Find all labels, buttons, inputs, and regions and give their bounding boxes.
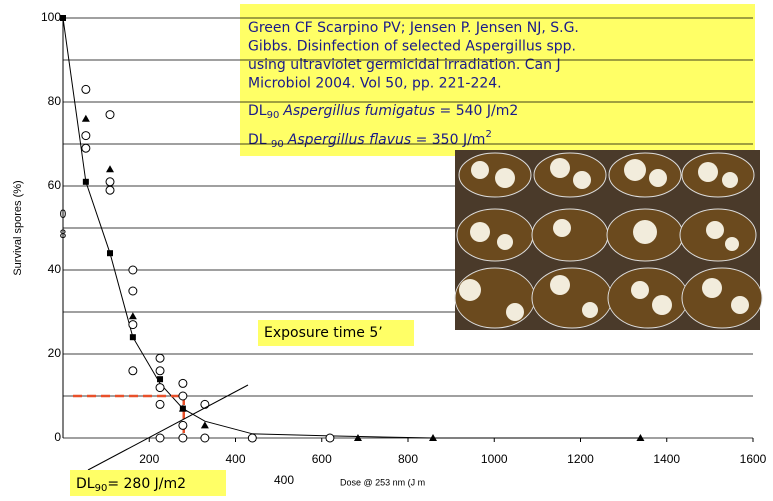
x-tick-label: 1600 xyxy=(740,452,767,466)
citation-line: Gibbs. Disinfection of selected Aspergil… xyxy=(248,39,576,55)
circle-point xyxy=(156,434,164,442)
x-axis-label: Dose @ 253 nm (J m xyxy=(340,477,425,487)
dl-value: = 350 J/m xyxy=(411,132,485,148)
circle-point xyxy=(179,421,187,429)
x-tick-label: 400 xyxy=(225,452,245,466)
chart: Green CF Scarpino PV; Jensen P. Jensen N… xyxy=(0,0,773,496)
x-tick-label: 1400 xyxy=(653,452,680,466)
dl-value: = 280 J/m2 xyxy=(107,476,186,492)
triangle-point xyxy=(129,312,137,319)
x-tick-label: 800 xyxy=(398,452,418,466)
petri-photo xyxy=(455,150,762,330)
species: Aspergillus fumigatus xyxy=(282,103,435,119)
dl-sub: 90 xyxy=(271,139,284,150)
square-point xyxy=(60,15,66,21)
y-tick-label: 80 xyxy=(48,94,62,108)
triangle-point xyxy=(82,115,90,122)
triangle-point xyxy=(636,434,644,441)
dl-value: = 540 J/m2 xyxy=(435,103,518,119)
circle-point xyxy=(326,434,334,442)
dl90-label: DL90= 280 J/m2 xyxy=(76,476,186,494)
circle-point xyxy=(82,85,90,93)
x-axis-fragment: 400 xyxy=(274,473,294,487)
circle-point xyxy=(106,178,114,186)
x-tick-label: 1200 xyxy=(567,452,594,466)
circle-point xyxy=(156,400,164,408)
exposure-label: Exposure time 5’ xyxy=(264,325,383,341)
y-tick-label: 20 xyxy=(48,346,62,360)
citation-line: Green CF Scarpino PV; Jensen P. Jensen N… xyxy=(248,20,579,36)
dl-sup: 2 xyxy=(485,129,491,140)
y-axis-label: Survival spores (%) xyxy=(12,180,24,275)
square-point xyxy=(130,334,136,340)
triangle-point xyxy=(354,434,362,441)
y-axis-fragment: 0 xyxy=(60,207,67,221)
citation-line: using ultraviolet germicidal irradiation… xyxy=(248,57,561,73)
circle-point xyxy=(156,354,164,362)
dl-sub: 90 xyxy=(267,110,280,121)
circle-point xyxy=(248,434,256,442)
triangle-point xyxy=(106,165,114,172)
y-axis-fragment: 8 xyxy=(60,227,67,241)
circle-point xyxy=(82,144,90,152)
circle-point xyxy=(129,266,137,274)
dl-prefix: DL xyxy=(248,132,271,148)
pointer-line xyxy=(88,385,248,470)
circle-point xyxy=(179,434,187,442)
square-point xyxy=(107,250,113,256)
dl-sub: 90 xyxy=(95,483,108,494)
circle-point xyxy=(156,384,164,392)
species: Aspergillus flavus xyxy=(287,132,411,148)
circle-point xyxy=(179,379,187,387)
y-tick-label: 40 xyxy=(48,262,62,276)
citation-line: Microbiol 2004. Vol 50, pp. 221-224. xyxy=(248,76,502,92)
y-tick-label: 100 xyxy=(41,10,61,24)
circle-point xyxy=(129,287,137,295)
dl-prefix: DL xyxy=(76,476,95,492)
circle-point xyxy=(129,321,137,329)
square-point xyxy=(83,179,89,185)
x-tick-label: 1000 xyxy=(481,452,508,466)
x-tick-label: 600 xyxy=(312,452,332,466)
circle-point xyxy=(179,392,187,400)
square-point xyxy=(157,376,163,382)
circle-point xyxy=(129,367,137,375)
circle-point xyxy=(156,367,164,375)
dl-prefix: DL xyxy=(248,103,267,119)
page: {"chart_data": { "type": "scatter", "y_l… xyxy=(0,0,773,496)
circle-point xyxy=(82,132,90,140)
circle-point xyxy=(201,434,209,442)
y-tick-label: 0 xyxy=(54,430,61,444)
x-tick-label: 200 xyxy=(139,452,159,466)
circle-point xyxy=(106,186,114,194)
circle-point xyxy=(201,400,209,408)
y-tick-label: 60 xyxy=(48,178,62,192)
circle-point xyxy=(106,111,114,119)
